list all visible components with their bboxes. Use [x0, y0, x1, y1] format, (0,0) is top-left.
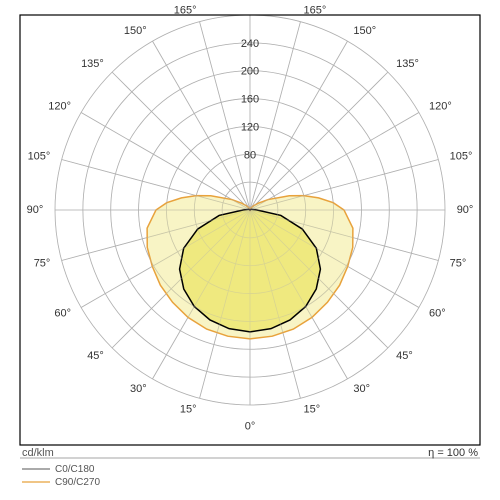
legend-item-label: C90/C270: [55, 477, 100, 488]
angle-label: 150°: [124, 25, 147, 37]
angle-label: 60°: [429, 307, 446, 319]
angle-label: 105°: [450, 151, 473, 163]
radial-label: 120: [241, 121, 259, 133]
angle-label: 90°: [457, 204, 474, 216]
angle-label: 15°: [180, 404, 197, 416]
legend-item-label: C0/C180: [55, 464, 95, 475]
angle-label: 135°: [396, 58, 419, 70]
angle-label: 150°: [353, 25, 376, 37]
polar-chart-container: 80 120 160 200 240 0° 15° 30° 45° 60° 75° 90° 105° 12…: [0, 0, 500, 500]
angle-label: 30°: [130, 383, 147, 395]
angle-label: 75°: [34, 257, 51, 269]
angle-label: 75°: [450, 257, 467, 269]
radial-label: 240: [241, 38, 259, 50]
angle-label: 45°: [396, 350, 413, 362]
angle-label: 0°: [245, 421, 256, 433]
angle-label: 135°: [81, 58, 104, 70]
efficiency-label: η = 100 %: [428, 447, 478, 459]
angle-label: 15°: [303, 404, 320, 416]
angle-label: 90°: [27, 204, 44, 216]
angle-label: 105°: [28, 151, 51, 163]
angle-label: 60°: [54, 307, 71, 319]
radial-label: 80: [244, 149, 256, 161]
polar-chart-svg: 80 120 160 200 240 0° 15° 30° 45° 60° 75° 90° 105° 12…: [0, 0, 500, 500]
angle-label: 120°: [429, 101, 452, 113]
radial-label: 160: [241, 94, 259, 106]
angle-label: 45°: [87, 350, 104, 362]
unit-label: cd/klm: [22, 447, 54, 459]
angle-label: 30°: [353, 383, 370, 395]
radial-label: 200: [241, 66, 259, 78]
angle-label: 120°: [48, 101, 71, 113]
